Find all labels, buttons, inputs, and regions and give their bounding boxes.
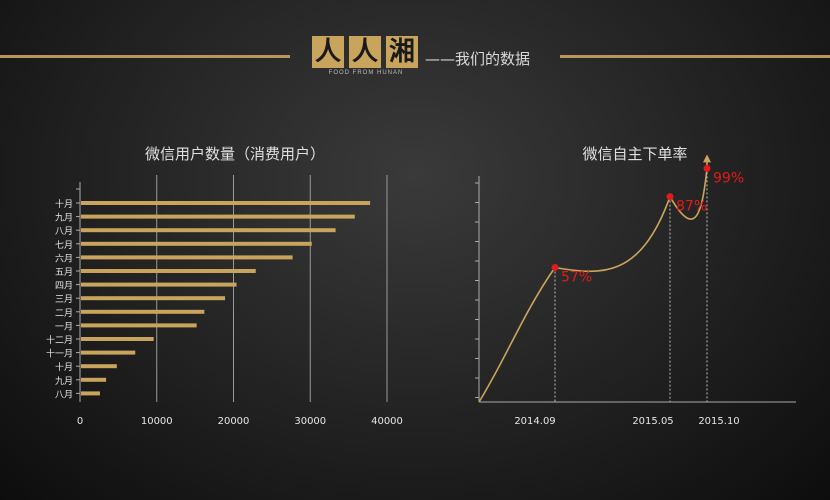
data-point (666, 193, 674, 201)
bar-category-label: 九月 (55, 376, 73, 387)
line-x-tick-label: 2014.09 (514, 416, 555, 427)
bar (81, 228, 336, 233)
logo-tagline: FOOD FROM HUNAN (328, 70, 404, 76)
bar-category-label: 十一月 (46, 348, 73, 360)
header-line-left (0, 55, 290, 58)
bar (81, 377, 107, 382)
bar-category-label: 十月 (55, 361, 73, 373)
data-point (703, 164, 711, 172)
data-point (551, 263, 559, 271)
logo-char-2: 人 (349, 36, 381, 68)
header-line-right (560, 55, 830, 58)
line-chart-title: 微信自主下单率 (582, 145, 688, 163)
bar-x-tick-label: 10000 (141, 416, 173, 427)
bar (81, 364, 117, 369)
bar (81, 269, 256, 273)
bar-category-label: 一月 (55, 321, 73, 332)
bar-category-label: 八月 (55, 389, 73, 400)
line-x-tick-label: 2015.10 (698, 416, 739, 427)
bar-x-tick-label: 30000 (294, 416, 326, 427)
bar-category-label: 七月 (55, 240, 73, 251)
logo-char-3: 湘 (386, 36, 418, 68)
series-line (478, 160, 708, 403)
bar-category-label: 二月 (55, 308, 73, 319)
bar-category-label: 三月 (55, 294, 73, 305)
bar-category-label: 十二月 (46, 334, 73, 346)
data-label: 99% (713, 170, 744, 186)
bar (81, 255, 293, 260)
bar-x-tick-label: 40000 (371, 416, 403, 427)
data-label: 57% (561, 269, 592, 285)
bar-chart-title: 微信用户数量（消费用户） (144, 145, 325, 163)
bar (81, 309, 205, 314)
bar (81, 214, 355, 219)
logo-char-1: 人 (312, 36, 344, 68)
bar-category-label: 五月 (55, 267, 73, 278)
bar-x-tick-label: 20000 (218, 416, 250, 427)
bar (81, 201, 371, 205)
line-x-tick-label: 2015.05 (632, 416, 673, 427)
bar (81, 282, 237, 287)
arrow-icon (703, 154, 711, 163)
data-label: 87% (676, 199, 707, 215)
bar (81, 323, 197, 328)
bar-x-tick-label: 0 (77, 416, 83, 427)
page-subtitle: ——我们的数据 (425, 50, 531, 68)
bar (81, 337, 154, 341)
bar-category-label: 十月 (55, 198, 73, 210)
bar-category-label: 四月 (55, 281, 73, 292)
bar-category-label: 九月 (55, 213, 73, 224)
bar (81, 241, 312, 246)
bar-category-label: 六月 (55, 252, 73, 264)
brand-logo: 人 人 湘 FOOD FROM HUNAN (312, 36, 420, 80)
bar-category-label: 八月 (55, 226, 73, 237)
bar (81, 391, 100, 396)
bar (81, 296, 226, 301)
bar (81, 350, 136, 355)
